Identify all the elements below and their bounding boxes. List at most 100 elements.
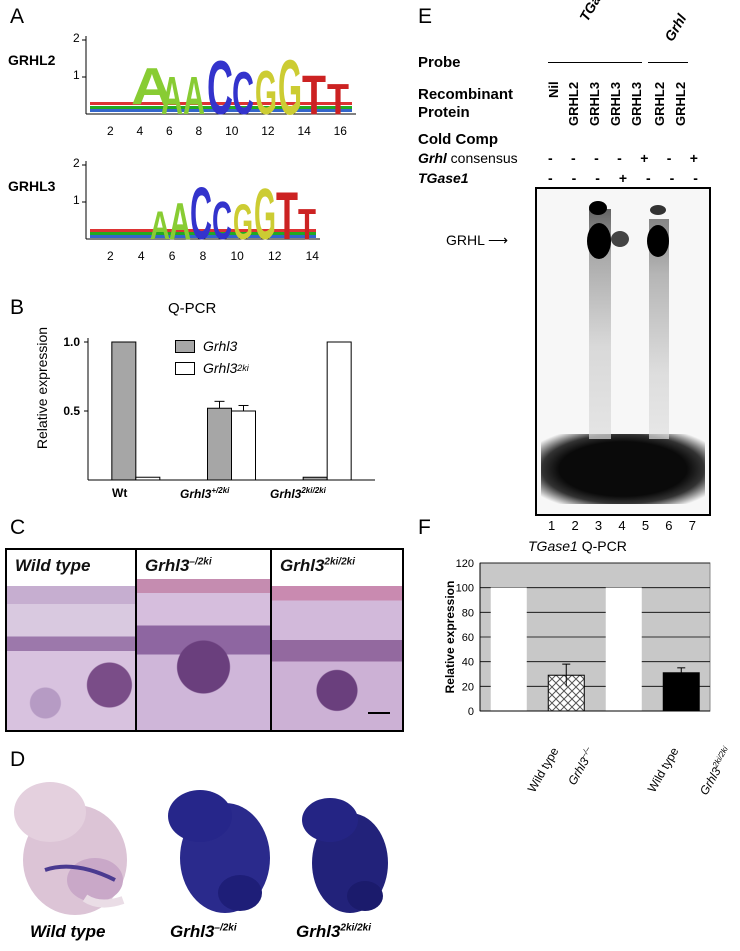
chart-f-xlabel-base: Grhl3 [696, 765, 724, 798]
grhl3-ytick-2: 2 [73, 156, 80, 170]
chart-b-bar [135, 476, 161, 481]
grhl-band-lane6-top [650, 205, 666, 215]
protein-lane-label: GRHL3 [629, 81, 644, 126]
svg-text:C: C [207, 46, 233, 130]
legend-swatch-grhl3 [175, 339, 195, 353]
histology-caption-base: Grhl3 [280, 556, 325, 575]
grhl3-logo-label: GRHL3 [8, 178, 56, 194]
embryo-caption-base: Grhl3 [170, 922, 215, 941]
histology-caption: Wild type [15, 556, 91, 575]
svg-text:A: A [131, 56, 173, 115]
embryo-grhl3-homo [302, 798, 388, 913]
grhl-consensus-gene: Grhl [418, 150, 447, 166]
svg-text:C: C [212, 191, 232, 251]
chart-f-ytick-label: 0 [468, 706, 474, 718]
comp-sign: + [640, 150, 649, 166]
grhl2-ytick-2: 2 [73, 31, 80, 45]
protein-lane-label: GRHL2 [566, 81, 581, 126]
emsa-gel [535, 187, 711, 516]
lane-number: 5 [641, 518, 650, 533]
grhl3-xtick: 12 [268, 249, 282, 263]
chart-f-ytick-label: 40 [462, 657, 474, 669]
svg-text:A: A [150, 204, 170, 248]
scale-bar [368, 712, 390, 714]
comp-sign: - [617, 150, 622, 166]
svg-text:G: G [254, 175, 276, 255]
tgase1-comp-label: TGase1 [418, 170, 469, 186]
grhl2-xticks: 2 4 6 8 10 12 14 16 [107, 124, 347, 138]
embryo-caption: Grhl32ki/2ki [296, 922, 371, 942]
recombinant-label-line2: Protein [418, 104, 470, 121]
grhl2-logo-label: GRHL2 [8, 52, 56, 68]
cold-comp-row2: - - - + - - - [548, 170, 698, 186]
protein-lane-labels: Nil GRHL2 GRHL3 GRHL3 GRHL3 GRHL2 GRHL2 [546, 68, 696, 128]
chart-f-xlabels: Wild type Grhl3–/– Wild type Grhl32ki/2k… [480, 745, 730, 815]
grhl-band-lane3 [587, 223, 611, 259]
chart-f-ytick-label: 80 [462, 607, 474, 619]
histology-wild-type: Wild type [5, 548, 137, 732]
chart-f-xlabel: Wild type [524, 745, 562, 795]
grhl-band-lane3-top [589, 201, 607, 215]
comp-sign: - [548, 170, 553, 186]
cold-comp-row1: - - - - + - + [548, 150, 698, 166]
chart-f-bar [605, 587, 642, 711]
chart-b-plot: 1.0 0.5 [63, 335, 375, 481]
comp-sign: - [595, 170, 600, 186]
histology-caption: Grhl32ki/2ki [280, 556, 355, 576]
svg-text:C: C [232, 60, 254, 127]
chart-b-ytick-label: 0.5 [63, 404, 80, 418]
lane-number: 1 [548, 518, 556, 533]
histology-grhl3-het: Grhl3–/2ki [135, 548, 272, 732]
lane-numbers: 1 2 3 4 5 6 7 [548, 518, 696, 533]
grhl3-sequence-logo: A A C C G G T T [82, 161, 320, 255]
histology-caption-sup: 2ki/2ki [324, 556, 355, 568]
chart-b-ytick-label: 1.0 [63, 335, 80, 349]
chart-b-xlabel-wt: Wt [112, 486, 127, 500]
grhl-band-lane4 [611, 231, 629, 247]
smear [649, 219, 669, 439]
chart-b-xlabel-het: Grhl3+/2ki [180, 486, 229, 501]
svg-text:T: T [276, 178, 298, 254]
protein-lane-label: GRHL2 [652, 81, 667, 126]
comp-sign: - [571, 170, 577, 186]
grhl3-xtick: 8 [199, 249, 207, 263]
histology-caption-base: Grhl3 [145, 556, 190, 575]
smear [589, 209, 611, 439]
lane-number: 4 [618, 518, 626, 533]
comp-sign: + [689, 150, 698, 166]
cold-comp-label: Cold Comp [418, 131, 498, 148]
chart-f-title-rest: Q-PCR [577, 538, 627, 554]
histology-caption-sup: –/2ki [189, 556, 212, 568]
probe-grhl-line [648, 62, 688, 63]
chart-b-bar [111, 341, 137, 481]
grhl3-xtick: 2 [107, 249, 114, 263]
lane-number: 2 [571, 518, 579, 533]
panel-e-label: E [418, 5, 433, 28]
chart-f-xlabel-sup: 2ki/2ki [710, 745, 730, 770]
embryo-grhl3-het [168, 790, 270, 913]
probe-tgase1: TGase1 [576, 0, 615, 24]
protein-lane-label: GRHL3 [587, 81, 602, 126]
chart-b-xlabel-homo: Grhl32ki/2ki [270, 486, 326, 501]
comp-sign: - [693, 170, 698, 186]
chart-b-xlabel-sup: 2ki/2ki [301, 486, 326, 495]
panel-c-label: C [10, 516, 26, 539]
embryo-wild-type [14, 782, 127, 915]
grhl2-sequence-logo: A A A C C G G T T [82, 36, 356, 130]
chart-b-xlabel: Wt [112, 486, 128, 500]
lane-number: 3 [594, 518, 603, 533]
svg-text:G: G [255, 59, 277, 128]
svg-text:G: G [233, 194, 253, 250]
chart-f-title-gene: TGase1 [528, 538, 578, 554]
chart-b-bar [302, 476, 328, 481]
grhl3-xtick: 14 [305, 249, 319, 263]
chart-b-bar [231, 410, 256, 481]
grhl3-xtick: 6 [168, 249, 176, 263]
grhl2-xtick: 10 [225, 124, 239, 138]
chart-f-plot: 120 100 80 60 40 20 0 [456, 558, 711, 718]
grhl2-xtick: 2 [107, 124, 114, 138]
chart-b-xlabel-sup: +/2ki [211, 486, 230, 495]
chart-f-title: TGase1 Q-PCR [528, 538, 627, 554]
svg-text:C: C [190, 172, 212, 255]
chart-f-bar [490, 587, 527, 711]
